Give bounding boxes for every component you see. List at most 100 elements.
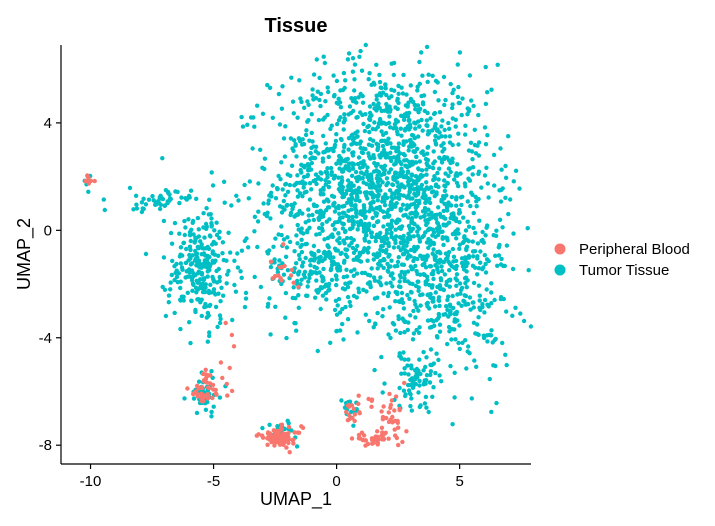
data-point <box>492 297 497 303</box>
data-point <box>438 251 443 256</box>
data-point <box>340 215 345 220</box>
data-point <box>179 195 184 200</box>
data-point <box>166 293 172 298</box>
data-point <box>384 281 389 286</box>
data-point <box>169 272 174 278</box>
data-point <box>267 85 273 91</box>
data-point <box>476 112 481 118</box>
data-point <box>181 294 186 299</box>
legend: Peripheral Blood Tumor Tissue <box>554 241 690 279</box>
data-point <box>182 396 187 401</box>
data-point <box>408 313 413 318</box>
data-point <box>178 245 184 250</box>
data-point <box>292 183 297 188</box>
data-point <box>362 190 368 195</box>
data-point <box>281 198 286 204</box>
data-point <box>455 227 460 232</box>
data-point <box>360 437 365 443</box>
data-point <box>203 367 208 372</box>
data-point <box>209 170 214 175</box>
data-point <box>398 240 404 245</box>
data-point <box>380 143 386 149</box>
data-point <box>414 154 419 160</box>
data-point <box>339 158 344 164</box>
data-point <box>374 62 379 67</box>
data-point <box>400 91 406 96</box>
data-point <box>295 430 300 435</box>
data-point <box>467 178 473 183</box>
data-point <box>453 319 458 324</box>
data-point <box>212 228 217 233</box>
data-point <box>427 200 433 206</box>
data-point <box>294 154 299 159</box>
data-point <box>297 191 303 196</box>
data-point <box>436 357 441 363</box>
data-point <box>463 184 468 189</box>
data-point <box>389 398 395 403</box>
data-point <box>355 227 360 232</box>
data-point <box>410 99 416 104</box>
data-point <box>183 196 188 201</box>
data-point <box>303 255 308 261</box>
data-point <box>349 133 354 138</box>
data-point <box>326 284 331 289</box>
data-point <box>481 240 486 245</box>
data-point <box>367 71 372 76</box>
data-point <box>220 240 226 245</box>
data-point <box>510 266 516 272</box>
data-point <box>210 395 215 401</box>
data-point <box>448 363 453 369</box>
data-point <box>334 132 339 137</box>
data-point <box>474 204 479 209</box>
data-point <box>396 100 401 106</box>
data-point <box>255 103 260 108</box>
data-point <box>415 374 420 379</box>
data-point <box>188 188 194 193</box>
data-point <box>471 305 476 310</box>
data-point <box>446 120 451 126</box>
data-point <box>225 272 230 277</box>
data-point <box>252 229 257 234</box>
data-point <box>214 232 220 238</box>
data-point <box>321 199 327 204</box>
data-point <box>421 93 427 98</box>
data-point <box>199 272 205 277</box>
data-point <box>494 228 499 233</box>
data-point <box>503 175 509 180</box>
data-point <box>300 163 306 169</box>
data-point <box>452 395 457 400</box>
legend-swatch <box>554 264 566 276</box>
data-point <box>274 185 280 191</box>
data-point <box>272 440 278 446</box>
data-point <box>296 305 301 310</box>
data-point <box>499 167 504 172</box>
data-point <box>371 101 376 107</box>
data-point <box>506 211 511 217</box>
data-point <box>376 437 381 442</box>
data-point <box>421 254 427 259</box>
data-point <box>358 145 363 151</box>
data-point <box>437 303 442 309</box>
legend-label: Peripheral Blood <box>579 241 690 258</box>
data-point <box>291 280 296 285</box>
data-point <box>426 236 431 242</box>
data-point <box>210 382 216 388</box>
data-point <box>397 279 402 284</box>
data-point <box>396 141 402 146</box>
data-point <box>420 73 425 78</box>
data-point <box>323 169 328 175</box>
data-point <box>412 298 417 304</box>
y-tick-label: 0 <box>44 222 52 239</box>
data-point <box>504 362 509 368</box>
data-point <box>415 233 421 238</box>
data-point <box>459 112 464 118</box>
data-point <box>379 138 384 144</box>
data-point <box>398 354 403 359</box>
data-point <box>402 278 407 284</box>
data-point <box>442 188 448 194</box>
data-point <box>279 210 285 215</box>
data-point <box>460 240 466 245</box>
data-point <box>440 149 445 154</box>
data-point <box>389 145 395 150</box>
